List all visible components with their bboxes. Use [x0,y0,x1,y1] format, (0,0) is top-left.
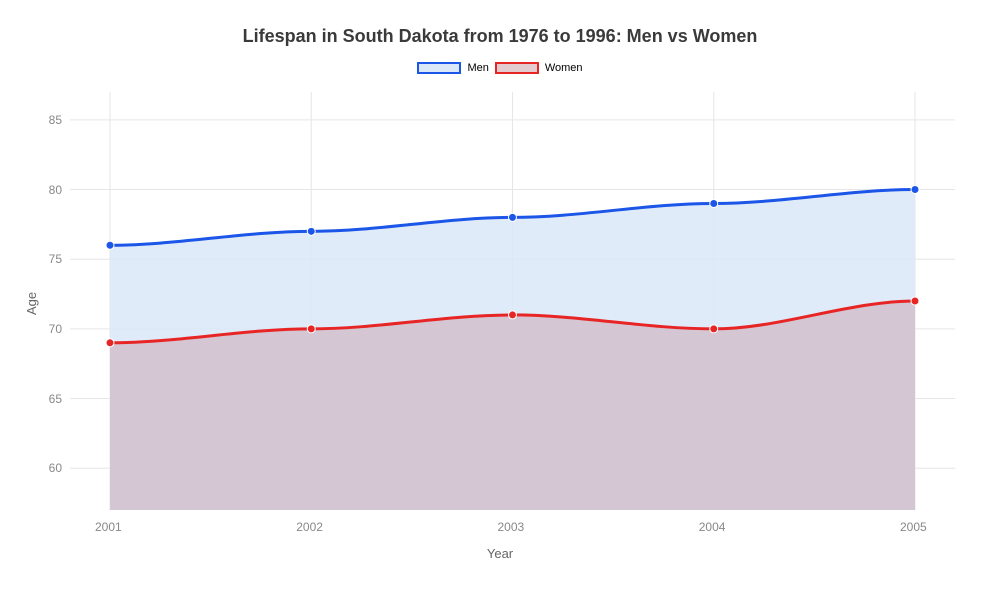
legend-swatch [417,62,461,74]
chart-title: Lifespan in South Dakota from 1976 to 19… [0,26,1000,47]
legend-label: Women [545,62,583,74]
x-tick-label: 2001 [95,520,122,534]
data-point [911,297,919,305]
data-point [911,186,919,194]
legend-label: Men [467,62,488,74]
x-tick-label: 2005 [900,520,927,534]
data-point [106,339,114,347]
chart-svg [70,92,955,510]
y-tick-label: 70 [49,322,62,336]
x-tick-label: 2003 [498,520,525,534]
y-tick-label: 65 [49,392,62,406]
data-point [710,325,718,333]
x-tick-label: 2004 [699,520,726,534]
y-tick-label: 75 [49,252,62,266]
x-tick-label: 2002 [296,520,323,534]
chart-plot-area [70,92,955,510]
chart-container: Lifespan in South Dakota from 1976 to 19… [0,0,1000,600]
y-tick-label: 60 [49,461,62,475]
data-point [106,241,114,249]
y-tick-label: 85 [49,113,62,127]
data-point [710,199,718,207]
y-axis-label: Age [24,292,39,315]
data-point [509,213,517,221]
x-axis-label: Year [0,546,1000,561]
legend-swatch [495,62,539,74]
y-tick-label: 80 [49,183,62,197]
data-point [307,227,315,235]
chart-legend: Men Women [0,62,1000,74]
data-point [307,325,315,333]
data-point [509,311,517,319]
